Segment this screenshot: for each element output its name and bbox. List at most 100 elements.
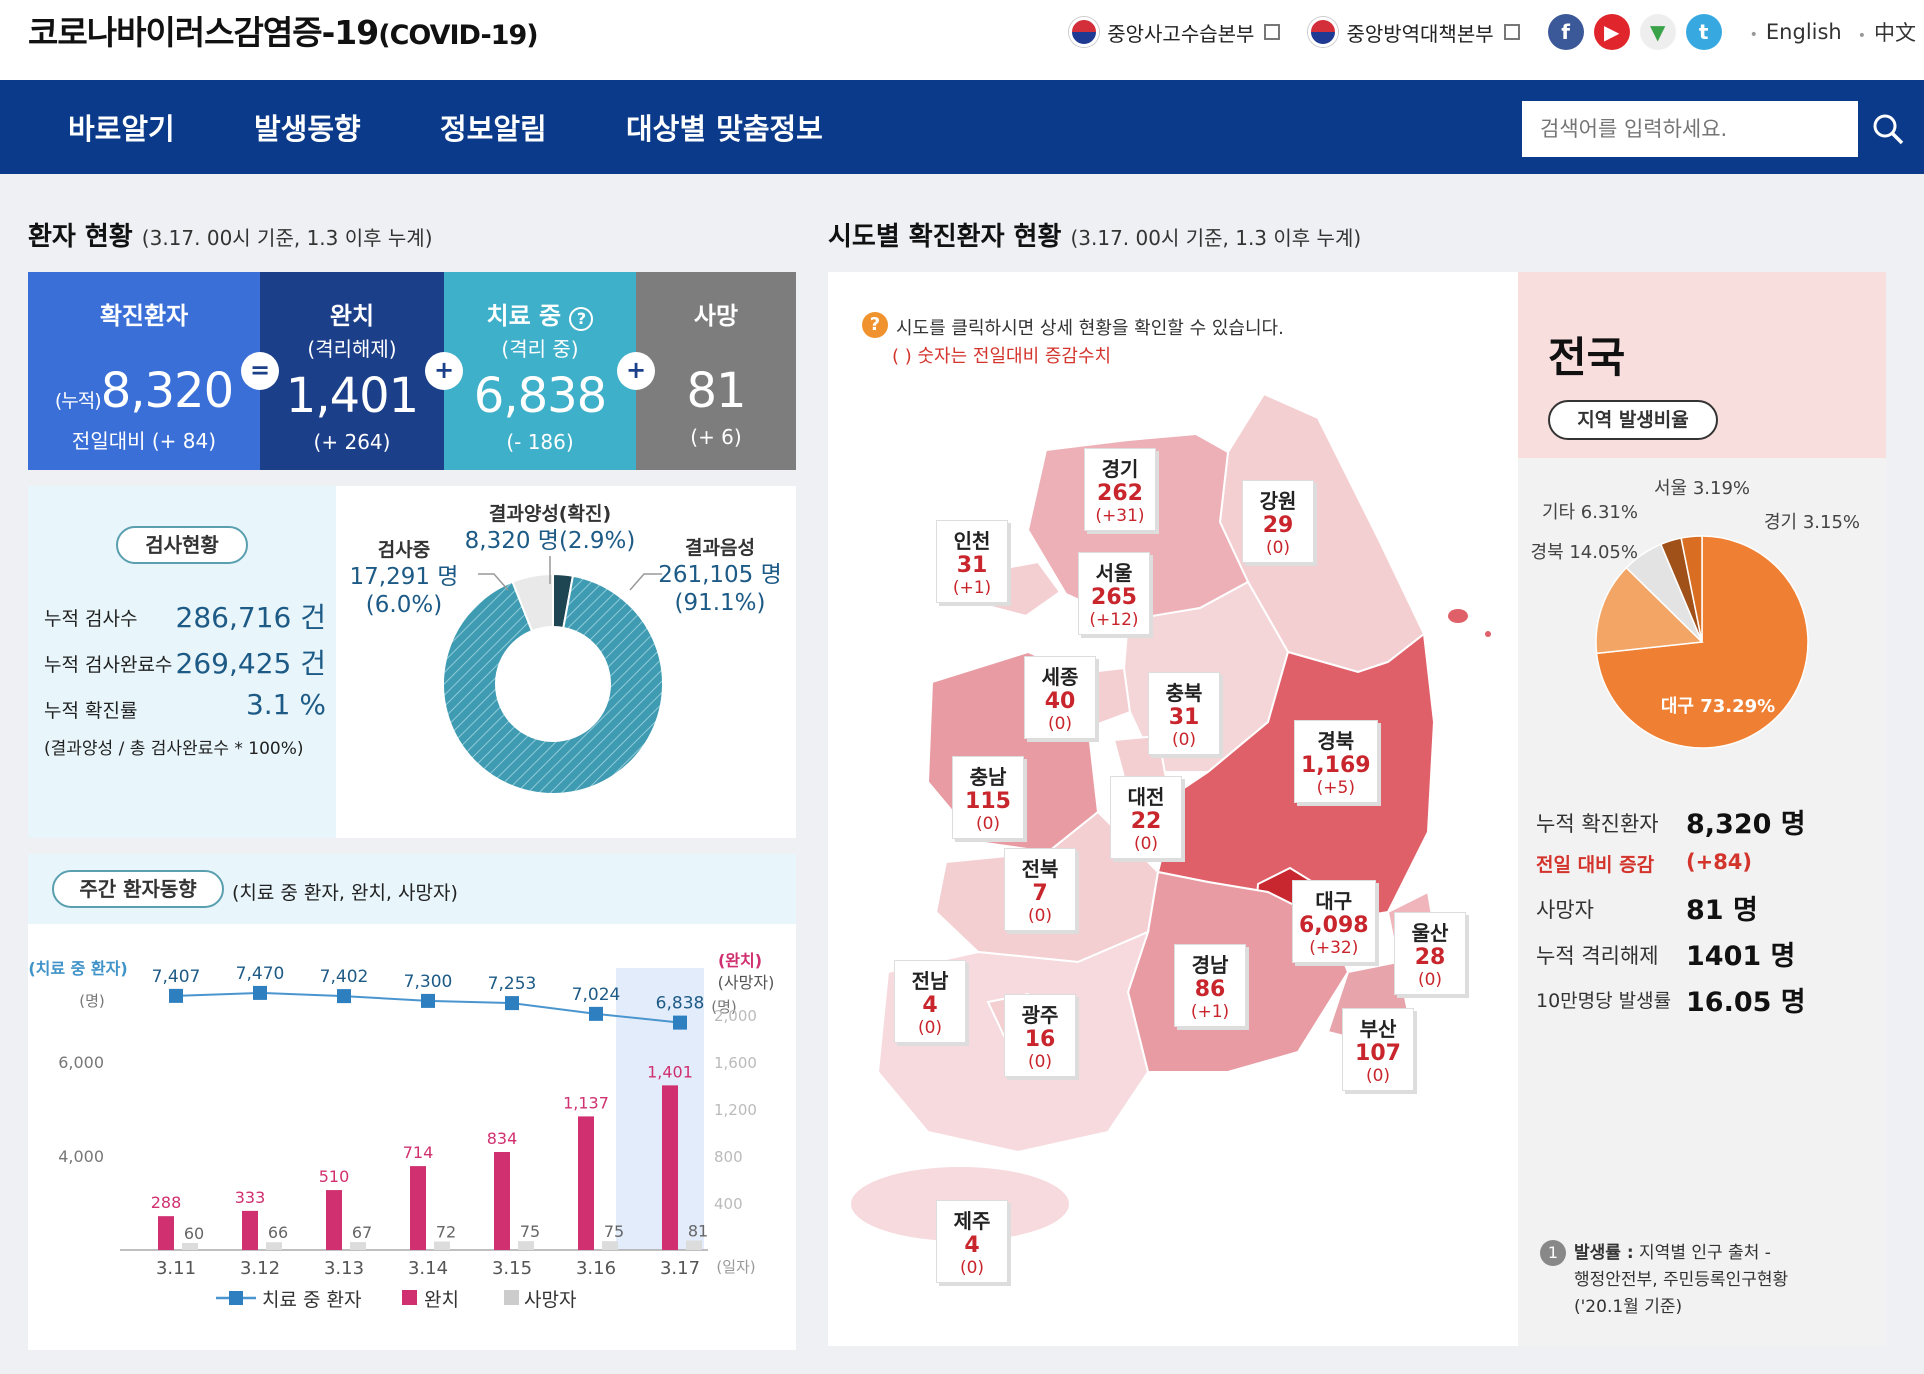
deaths-label: 75 bbox=[604, 1222, 624, 1241]
region-name: 제주 bbox=[953, 1209, 991, 1233]
nation-title: 전국 bbox=[1548, 333, 1626, 382]
nation-rate-row: 10만명당 발생률 16.05 명 bbox=[1536, 986, 1876, 1018]
completed-tests-label: 누적 검사완료수 bbox=[44, 654, 173, 676]
youtube-icon[interactable]: ▶ bbox=[1593, 14, 1630, 50]
region-label-seoul[interactable]: 서울 265 (+12) bbox=[1078, 552, 1150, 635]
agency-link-2[interactable]: 중앙방역대책본부 bbox=[1308, 17, 1520, 47]
released-label: 333 bbox=[235, 1188, 266, 1207]
total-tests-label: 누적 검사수 bbox=[44, 608, 138, 630]
released-bar bbox=[494, 1152, 510, 1250]
released-label: 1,401 bbox=[647, 1062, 693, 1081]
region-delta: (0) bbox=[1047, 714, 1073, 734]
released-change: (+ 264) bbox=[313, 430, 391, 454]
region-ratio-pill[interactable]: 지역 발생비율 bbox=[1548, 400, 1718, 440]
twitter-icon[interactable]: t bbox=[1685, 14, 1722, 50]
released-label: 714 bbox=[403, 1143, 434, 1162]
region-sejong[interactable] bbox=[1088, 666, 1132, 726]
region-label-jeonbuk[interactable]: 전북 7 (0) bbox=[1004, 848, 1076, 931]
region-label-gwangju[interactable]: 광주 16 (0) bbox=[1004, 994, 1076, 1077]
released-label: 834 bbox=[487, 1129, 518, 1148]
nav-item-targeted-info[interactable]: 대상별 맞춤정보 bbox=[626, 112, 823, 146]
region-count: 107 bbox=[1355, 1041, 1401, 1066]
positive-value: 8,320 명(2.9%) bbox=[465, 528, 636, 554]
search-button[interactable] bbox=[1858, 101, 1918, 157]
released-bar bbox=[410, 1166, 426, 1250]
regional-title: 시도별 확진환자 현황 (3.17. 00시 기준, 1.3 이후 누계) bbox=[828, 216, 1361, 253]
blog-icon[interactable]: ▼ bbox=[1639, 14, 1676, 50]
treating-box[interactable]: 치료 중 ? (격리 중) 6,838 (- 186) bbox=[444, 272, 636, 470]
x-tick: 3.12 bbox=[240, 1258, 280, 1279]
region-label-sejong[interactable]: 세종 40 (0) bbox=[1024, 656, 1096, 739]
nation-panel: 전국 지역 발생비율 대구 73.29% 경북 14.05% 기타 6.31% 서울 … bbox=[1518, 272, 1886, 1346]
legend-released-swatch bbox=[402, 1290, 417, 1305]
weekly-note: (치료 중 환자, 완치, 사망자) bbox=[232, 882, 458, 904]
nation-slice-label: 기타 6.31% bbox=[1542, 502, 1638, 523]
region-count: 29 bbox=[1262, 513, 1294, 538]
plus-icon: + bbox=[617, 352, 655, 390]
region-delta: (0) bbox=[1133, 834, 1159, 854]
nav-item-trends[interactable]: 발생동향 bbox=[254, 112, 361, 146]
region-delta: (0) bbox=[1027, 906, 1053, 926]
x-axis-unit: (일자) bbox=[716, 1258, 755, 1276]
search-input[interactable] bbox=[1522, 101, 1858, 157]
region-count: 4 bbox=[922, 993, 938, 1018]
right-tick: 1,200 bbox=[714, 1101, 757, 1119]
weekly-pill: 주간 환자동향 bbox=[52, 870, 224, 908]
confirmed-box[interactable]: 확진환자 (누적)8,320 전일대비 (+ 84) bbox=[28, 272, 260, 470]
external-link-icon bbox=[1503, 24, 1520, 40]
region-label-jeonnam[interactable]: 전남 4 (0) bbox=[894, 960, 966, 1043]
nation-slice-label: 경북 14.05% bbox=[1531, 542, 1638, 563]
region-label-busan[interactable]: 부산 107 (0) bbox=[1342, 1008, 1414, 1091]
total-tests-row: 누적 검사수 286,716 건 bbox=[44, 601, 326, 634]
region-name: 광주 bbox=[1021, 1003, 1059, 1027]
nav-item-basics[interactable]: 바로알기 bbox=[68, 112, 175, 146]
nation-deaths-label: 사망자 bbox=[1536, 898, 1594, 922]
lang-chinese[interactable]: 中文 bbox=[1858, 17, 1916, 47]
testing-label: 검사중 bbox=[378, 539, 430, 561]
region-label-daejeon[interactable]: 대전 22 (0) bbox=[1110, 776, 1182, 859]
region-delta: (+31) bbox=[1095, 506, 1145, 526]
lang-english[interactable]: English bbox=[1750, 20, 1842, 44]
agency-link-1[interactable]: 중앙사고수습본부 bbox=[1069, 17, 1281, 47]
help-icon[interactable]: ? bbox=[569, 307, 594, 331]
region-label-chungnam[interactable]: 충남 115 (0) bbox=[952, 756, 1024, 839]
region-label-gyeongnam[interactable]: 경남 86 (+1) bbox=[1174, 944, 1246, 1027]
deaths-box[interactable]: 사망 81 (+ 6) bbox=[636, 272, 796, 470]
footnote-line1: 지역별 인구 출처 - bbox=[1639, 1243, 1771, 1263]
region-label-gyeonggi[interactable]: 경기 262 (+31) bbox=[1084, 448, 1156, 531]
released-box[interactable]: 완치 (격리해제) 1,401 (+ 264) bbox=[260, 272, 444, 470]
map-hint-delta: ( ) 숫자는 전일대비 증감수치 bbox=[892, 346, 1112, 367]
regional-note: (3.17. 00시 기준, 1.3 이후 누계) bbox=[1070, 226, 1362, 250]
deaths-bar bbox=[182, 1242, 198, 1250]
region-delta: (+5) bbox=[1316, 778, 1355, 798]
released-label: 510 bbox=[319, 1167, 350, 1186]
regional-title-text: 시도별 확진환자 현황 bbox=[828, 222, 1062, 252]
info-icon: ? bbox=[862, 312, 888, 338]
region-delta: (+32) bbox=[1309, 938, 1359, 958]
region-label-incheon[interactable]: 인천 31 (+1) bbox=[936, 520, 1008, 603]
region-count: 6,098 bbox=[1299, 913, 1369, 938]
nation-delta-row: 전일 대비 증감 (+84) bbox=[1536, 850, 1876, 877]
treating-label: 치료 중 bbox=[486, 302, 562, 330]
treating-label: 7,402 bbox=[320, 967, 369, 987]
nation-slice-경북[interactable] bbox=[1595, 566, 1704, 655]
site-title[interactable]: 코로나바이러스감염증-19(COVID-19) bbox=[28, 6, 539, 54]
treating-point bbox=[589, 1006, 603, 1021]
nav-item-notices[interactable]: 정보알림 bbox=[440, 112, 547, 146]
released-label: 완치 bbox=[329, 302, 375, 330]
region-label-chungbuk[interactable]: 충북 31 (0) bbox=[1148, 672, 1220, 755]
plus-icon: + bbox=[425, 352, 463, 390]
region-label-ulsan[interactable]: 울산 28 (0) bbox=[1394, 912, 1466, 995]
deaths-bar bbox=[518, 1241, 534, 1250]
facebook-icon[interactable]: f bbox=[1547, 14, 1584, 50]
region-label-gangwon[interactable]: 강원 29 (0) bbox=[1242, 480, 1314, 563]
footnote-bold: 발생률 : bbox=[1574, 1243, 1634, 1263]
region-label-jeju[interactable]: 제주 4 (0) bbox=[936, 1200, 1008, 1283]
treating-point bbox=[253, 985, 267, 1000]
nation-slice-label: 서울 3.19% bbox=[1654, 478, 1750, 499]
site-title-sub: (COVID-19) bbox=[378, 20, 538, 51]
nation-slice-경기[interactable] bbox=[1680, 535, 1703, 643]
legend-treating-swatch bbox=[229, 1291, 243, 1305]
region-label-daegu[interactable]: 대구 6,098 (+32) bbox=[1292, 880, 1376, 963]
region-label-gyeongbuk[interactable]: 경북 1,169 (+5) bbox=[1294, 720, 1378, 803]
